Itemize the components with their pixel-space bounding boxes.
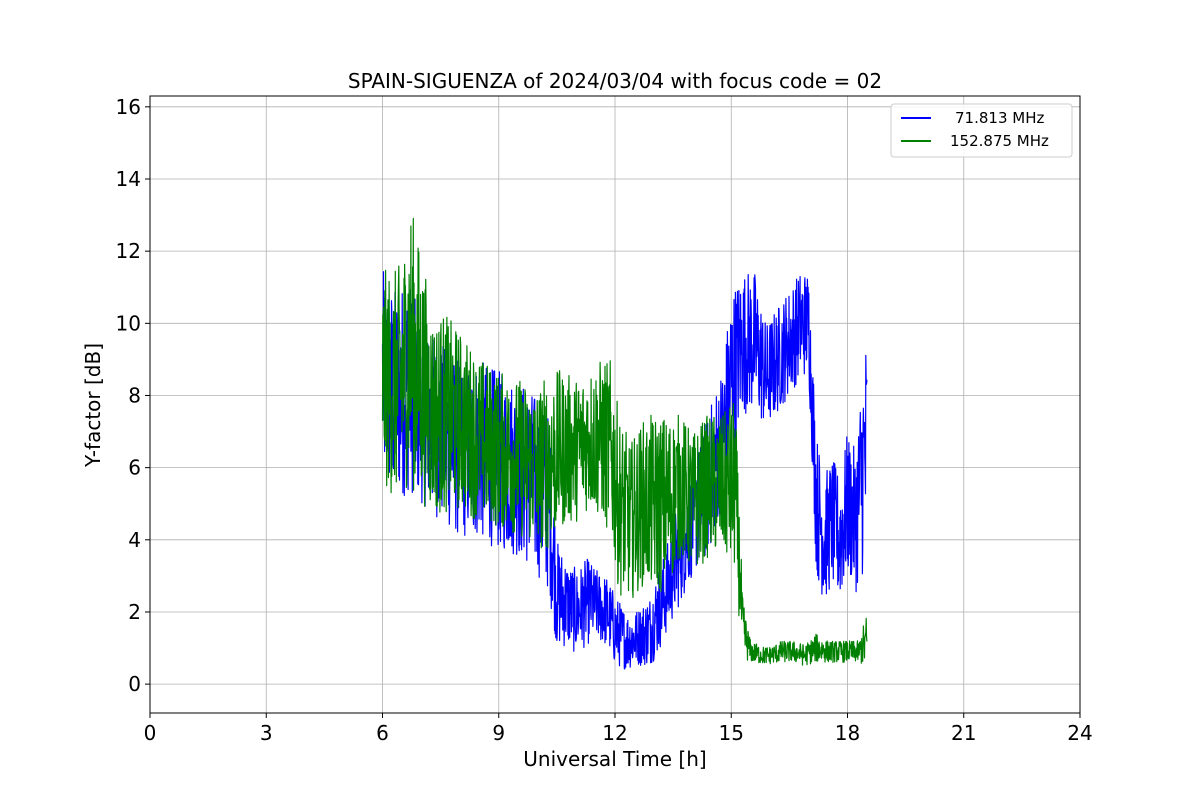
y-tick-label: 8 <box>128 383 141 407</box>
x-tick-label: 18 <box>835 721 860 745</box>
series-lines <box>381 217 868 670</box>
y-tick-label: 16 <box>116 95 141 119</box>
y-tick-label: 10 <box>116 311 141 335</box>
legend-box <box>890 103 1073 158</box>
legend: 71.813 MHz 152.875 MHz <box>890 103 1073 158</box>
y-axis-title: Y-factor [dB] <box>81 343 105 468</box>
x-axis-title: Universal Time [h] <box>523 747 706 771</box>
y-tick-label: 6 <box>128 456 141 480</box>
x-tick-label: 3 <box>260 721 273 745</box>
y-tick-label: 14 <box>116 167 141 191</box>
x-tick-label: 21 <box>951 721 976 745</box>
x-tick-label: 24 <box>1067 721 1092 745</box>
chart-title: SPAIN-SIGUENZA of 2024/03/04 with focus … <box>348 69 882 93</box>
x-tick-label: 9 <box>492 721 505 745</box>
x-tick-label: 6 <box>376 721 389 745</box>
legend-label-152-875: 152.875 MHz <box>950 132 1049 150</box>
x-tick-label: 12 <box>602 721 627 745</box>
y-tick-label: 12 <box>116 239 141 263</box>
y-tick-label: 0 <box>128 672 141 696</box>
x-tick-label: 15 <box>719 721 744 745</box>
y-tick-label: 4 <box>128 528 141 552</box>
legend-label-71-813: 71.813 MHz <box>955 109 1044 127</box>
y-tick-label: 2 <box>128 600 141 624</box>
x-tick-label: 0 <box>144 721 157 745</box>
series-line-1 <box>381 217 868 666</box>
